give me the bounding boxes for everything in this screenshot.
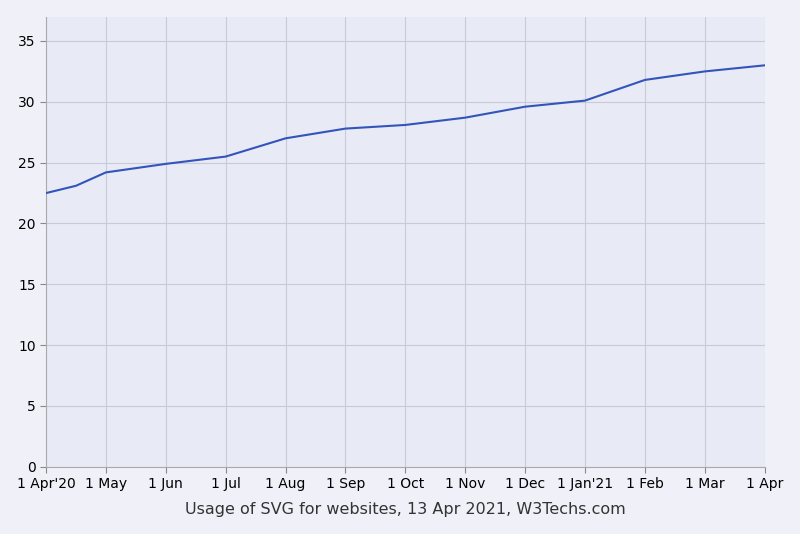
- X-axis label: Usage of SVG for websites, 13 Apr 2021, W3Techs.com: Usage of SVG for websites, 13 Apr 2021, …: [185, 502, 626, 517]
